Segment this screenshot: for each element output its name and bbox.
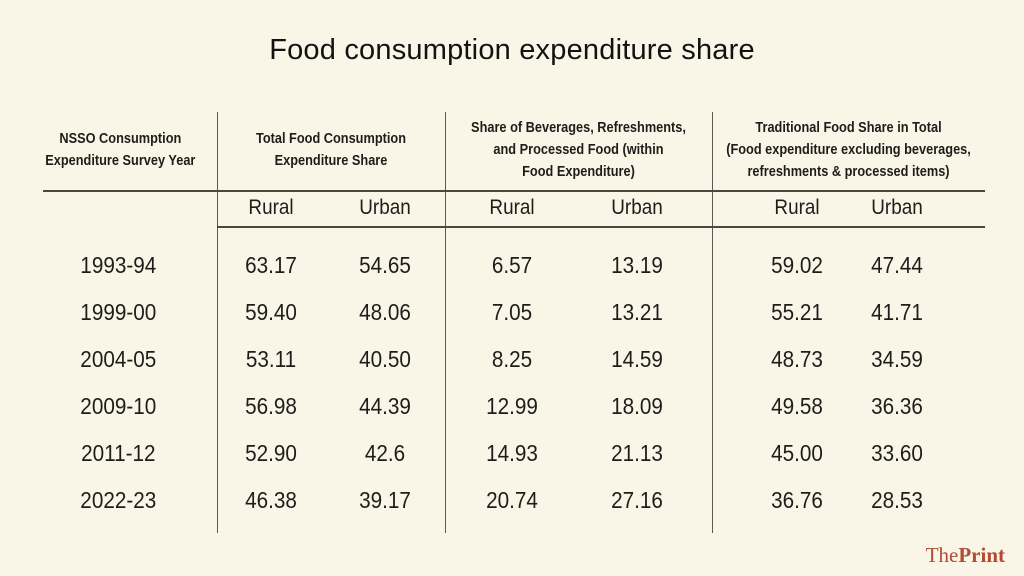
value-cell: 55.21	[771, 299, 823, 325]
subheader-urban: Urban	[359, 196, 411, 219]
header-underline	[43, 190, 985, 192]
subheader-rural: Rural	[489, 196, 535, 219]
value-cell: 45.00	[771, 440, 823, 466]
subheader-rural: Rural	[248, 196, 294, 219]
year-cell: 1993-94	[80, 252, 157, 278]
value-cell: 21.13	[611, 440, 663, 466]
value-cell: 39.17	[359, 487, 411, 513]
column-header-total-food: Total Food Consumption Expenditure Share	[255, 131, 407, 169]
value-cell: 63.17	[245, 252, 297, 278]
value-cell: 20.74	[486, 487, 538, 513]
value-cell: 40.50	[359, 346, 411, 372]
value-cell: 36.76	[771, 487, 823, 513]
value-cell: 14.59	[611, 346, 663, 372]
table-row: 2004-05 53.11 40.50 8.25 14.59 48.73 34.…	[43, 336, 985, 383]
value-cell: 14.93	[486, 440, 538, 466]
value-cell: 27.16	[611, 487, 663, 513]
year-cell: 2009-10	[80, 393, 157, 419]
value-cell: 41.71	[871, 299, 923, 325]
subheader-urban: Urban	[871, 196, 923, 219]
data-table: NSSO Consumption Expenditure Survey Year…	[43, 112, 985, 533]
page-title: Food consumption expenditure share	[269, 34, 755, 66]
value-cell: 48.06	[359, 299, 411, 325]
table-row: 1993-94 63.17 54.65 6.57 13.19 59.02 47.…	[43, 242, 985, 289]
table-row: 1999-00 59.40 48.06 7.05 13.21 55.21 41.…	[43, 289, 985, 336]
subheader-urban: Urban	[611, 196, 663, 219]
column-divider	[712, 112, 713, 533]
column-header-traditional: Traditional Food Share in Total (Food ex…	[726, 120, 971, 180]
value-cell: 42.6	[364, 440, 406, 466]
value-cell: 34.59	[871, 346, 923, 372]
year-cell: 1999-00	[80, 299, 157, 325]
value-cell: 8.25	[491, 346, 533, 372]
column-header-survey-year: NSSO Consumption Expenditure Survey Year	[45, 131, 196, 169]
value-cell: 59.02	[771, 252, 823, 278]
value-cell: 49.58	[771, 393, 823, 419]
value-cell: 48.73	[771, 346, 823, 372]
value-cell: 36.36	[871, 393, 923, 419]
theprint-logo: ThePrint	[926, 543, 1005, 568]
table-row: 2011-12 52.90 42.6 14.93 21.13 45.00 33.…	[43, 430, 985, 477]
year-cell: 2004-05	[80, 346, 157, 372]
value-cell: 13.21	[611, 299, 663, 325]
value-cell: 47.44	[871, 252, 923, 278]
value-cell: 44.39	[359, 393, 411, 419]
value-cell: 59.40	[245, 299, 297, 325]
value-cell: 28.53	[871, 487, 923, 513]
column-divider	[445, 112, 446, 533]
value-cell: 13.19	[611, 252, 663, 278]
table-row: 2009-10 56.98 44.39 12.99 18.09 49.58 36…	[43, 383, 985, 430]
value-cell: 12.99	[486, 393, 538, 419]
theprint-logo-the: The	[925, 543, 959, 567]
table-row: 2022-23 46.38 39.17 20.74 27.16 36.76 28…	[43, 477, 985, 524]
value-cell: 53.11	[245, 346, 297, 372]
year-cell: 2011-12	[81, 440, 156, 466]
value-cell: 46.38	[245, 487, 297, 513]
subheader-rural: Rural	[774, 196, 820, 219]
value-cell: 7.05	[491, 299, 533, 325]
value-cell: 18.09	[611, 393, 663, 419]
year-cell: 2022-23	[80, 487, 157, 513]
table-body: 1993-94 63.17 54.65 6.57 13.19 59.02 47.…	[43, 242, 985, 524]
value-cell: 33.60	[871, 440, 923, 466]
value-cell: 6.57	[491, 252, 533, 278]
column-header-beverages: Share of Beverages, Refreshments, and Pr…	[471, 120, 686, 180]
value-cell: 52.90	[245, 440, 297, 466]
subheader-underline	[217, 226, 985, 228]
subheader-row: Rural Urban Rural Urban Rural Urban	[43, 190, 985, 226]
value-cell: 54.65	[359, 252, 411, 278]
theprint-logo-print: Print	[958, 543, 1005, 567]
value-cell: 56.98	[245, 393, 297, 419]
column-divider	[217, 112, 218, 533]
